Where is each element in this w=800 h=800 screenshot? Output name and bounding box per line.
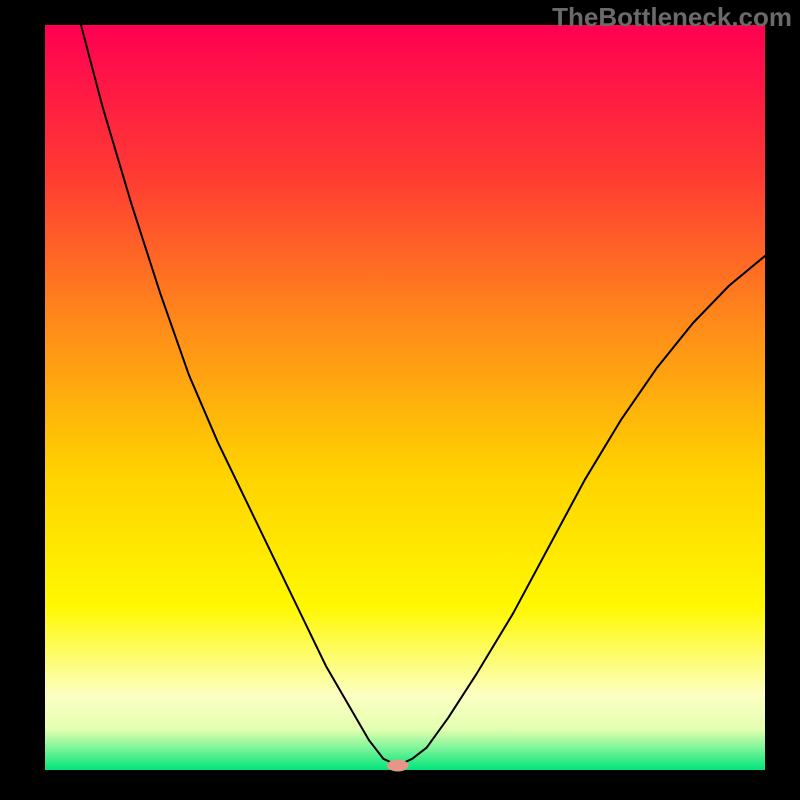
plot-gradient-area — [45, 25, 765, 770]
min-marker — [387, 760, 409, 772]
chart-svg — [0, 0, 800, 800]
chart-stage: TheBottleneck.com — [0, 0, 800, 800]
